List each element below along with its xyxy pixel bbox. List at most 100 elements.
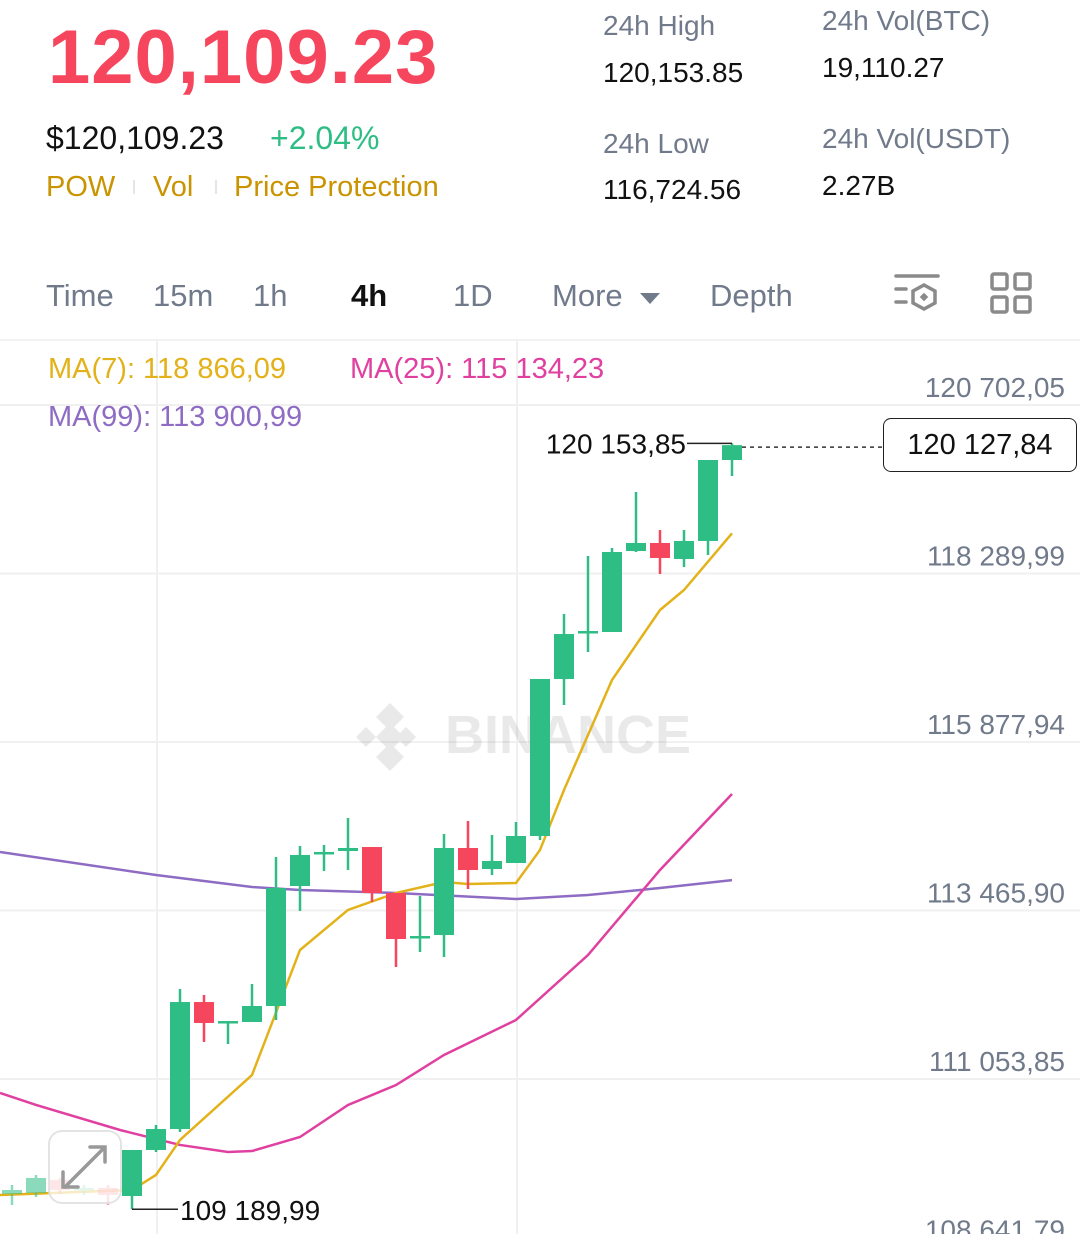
candle-body (626, 542, 646, 552)
legend-ma99: MA(99): 113 900,99 (48, 401, 303, 433)
stat-24h-vol-usdt-value: 2.27B (822, 170, 896, 201)
legend-ma25: MA(25): 115 134,23 (350, 353, 605, 385)
ma25-line (0, 793, 733, 1154)
candle-body (650, 542, 670, 559)
candle-body (602, 552, 622, 632)
candle-body (2, 1190, 22, 1194)
candle (290, 845, 310, 912)
candle (170, 989, 190, 1133)
candle-body (314, 851, 334, 855)
candle (650, 530, 670, 575)
stat-24h-high-label: 24h High (603, 10, 716, 41)
tab-divider (0, 339, 1080, 341)
candle-body (386, 892, 406, 940)
high-marker-label: 120 153,85 (546, 428, 686, 459)
candle (26, 1174, 46, 1197)
tab-1h[interactable]: 1h (253, 278, 288, 313)
y-tick-label: 113 465,90 (927, 878, 1065, 909)
watermark: BINANCE (356, 703, 691, 771)
candle-body (146, 1129, 166, 1150)
candle-body (722, 445, 742, 461)
candle-body (458, 847, 478, 870)
candle-body (218, 1021, 238, 1024)
candle-body (530, 679, 550, 836)
watermark-text: BINANCE (445, 705, 691, 765)
stat-24h-vol-btc-value: 19,110.27 (822, 52, 945, 83)
candle (146, 1124, 166, 1153)
divider (215, 180, 217, 194)
y-tick-label: 115 877,94 (927, 709, 1065, 740)
candle (530, 679, 550, 841)
candle (2, 1184, 22, 1206)
candle (674, 530, 694, 568)
grid-layout-icon[interactable] (990, 272, 1034, 316)
candle-body (290, 854, 310, 886)
candle (578, 555, 598, 652)
last-price: 120,109.23 (48, 15, 439, 100)
y-tick-label: 118 289,99 (927, 541, 1065, 572)
candle-body (674, 540, 694, 559)
candle (218, 1021, 238, 1045)
candle (266, 857, 286, 1020)
candle (482, 834, 502, 876)
candle-body (434, 847, 454, 936)
candle (314, 844, 334, 871)
candle-body (698, 460, 718, 541)
tag-vol[interactable]: Vol (153, 171, 194, 203)
legend-ma7: MA(7): 118 866,09 (48, 353, 287, 385)
candle-body (506, 835, 526, 864)
candle-body (26, 1177, 46, 1194)
low-marker-label: 109 189,99 (180, 1195, 320, 1226)
candle-body (170, 1002, 190, 1130)
tab-4h[interactable]: 4h (351, 278, 388, 313)
candle-body (482, 860, 502, 870)
candle-body (410, 936, 430, 939)
y-tick-label: 108 641,79 (925, 1215, 1065, 1234)
tag-pow[interactable]: POW (46, 171, 116, 203)
candle-body (578, 631, 598, 634)
candle-body (338, 847, 358, 851)
divider (133, 180, 135, 194)
candle (386, 892, 406, 968)
candle (434, 834, 454, 957)
candle-body (266, 888, 286, 1007)
candle-body (194, 1002, 214, 1023)
stat-24h-low-label: 24h Low (603, 128, 709, 159)
expand-icon (61, 1145, 107, 1189)
candle (602, 548, 622, 632)
y-tick-label: 120 702,05 (925, 372, 1065, 403)
stat-24h-high-value: 120,153.85 (603, 57, 744, 88)
candle (698, 460, 718, 556)
stat-24h-vol-usdt-label: 24h Vol(USDT) (822, 123, 1011, 154)
tab-more[interactable]: More (552, 278, 661, 314)
candle (122, 1149, 142, 1210)
tag-price-protection[interactable]: Price Protection (234, 171, 439, 203)
expand-button[interactable] (48, 1130, 122, 1204)
candle-body (554, 634, 574, 680)
current-price-label: 120 127,84 (883, 418, 1077, 472)
stat-24h-low-value: 116,724.56 (603, 174, 742, 205)
binance-logo-icon (356, 703, 416, 771)
candle (458, 821, 478, 889)
candle (506, 822, 526, 864)
tab-time[interactable]: Time (46, 278, 114, 313)
candle (722, 443, 742, 477)
candle (242, 984, 262, 1023)
tab-15m[interactable]: 15m (153, 278, 214, 313)
candle (362, 847, 382, 902)
change-percent: +2.04% (270, 120, 380, 156)
caret-down-icon (640, 292, 661, 304)
candlestick-chart[interactable]: 120 702,05 118 289,99 115 877,94 113 465,90… (0, 340, 1080, 1234)
stat-24h-vol-btc-label: 24h Vol(BTC) (822, 5, 991, 36)
candle (338, 818, 358, 870)
usd-price: $120,109.23 (46, 120, 224, 156)
tab-depth[interactable]: Depth (710, 278, 793, 313)
tab-more-label: More (552, 278, 623, 313)
indicator-settings-icon[interactable] (894, 272, 942, 316)
candle (194, 994, 214, 1042)
candle-body (362, 847, 382, 893)
candle (554, 613, 574, 705)
tab-1d[interactable]: 1D (453, 278, 493, 313)
candle (626, 492, 646, 553)
